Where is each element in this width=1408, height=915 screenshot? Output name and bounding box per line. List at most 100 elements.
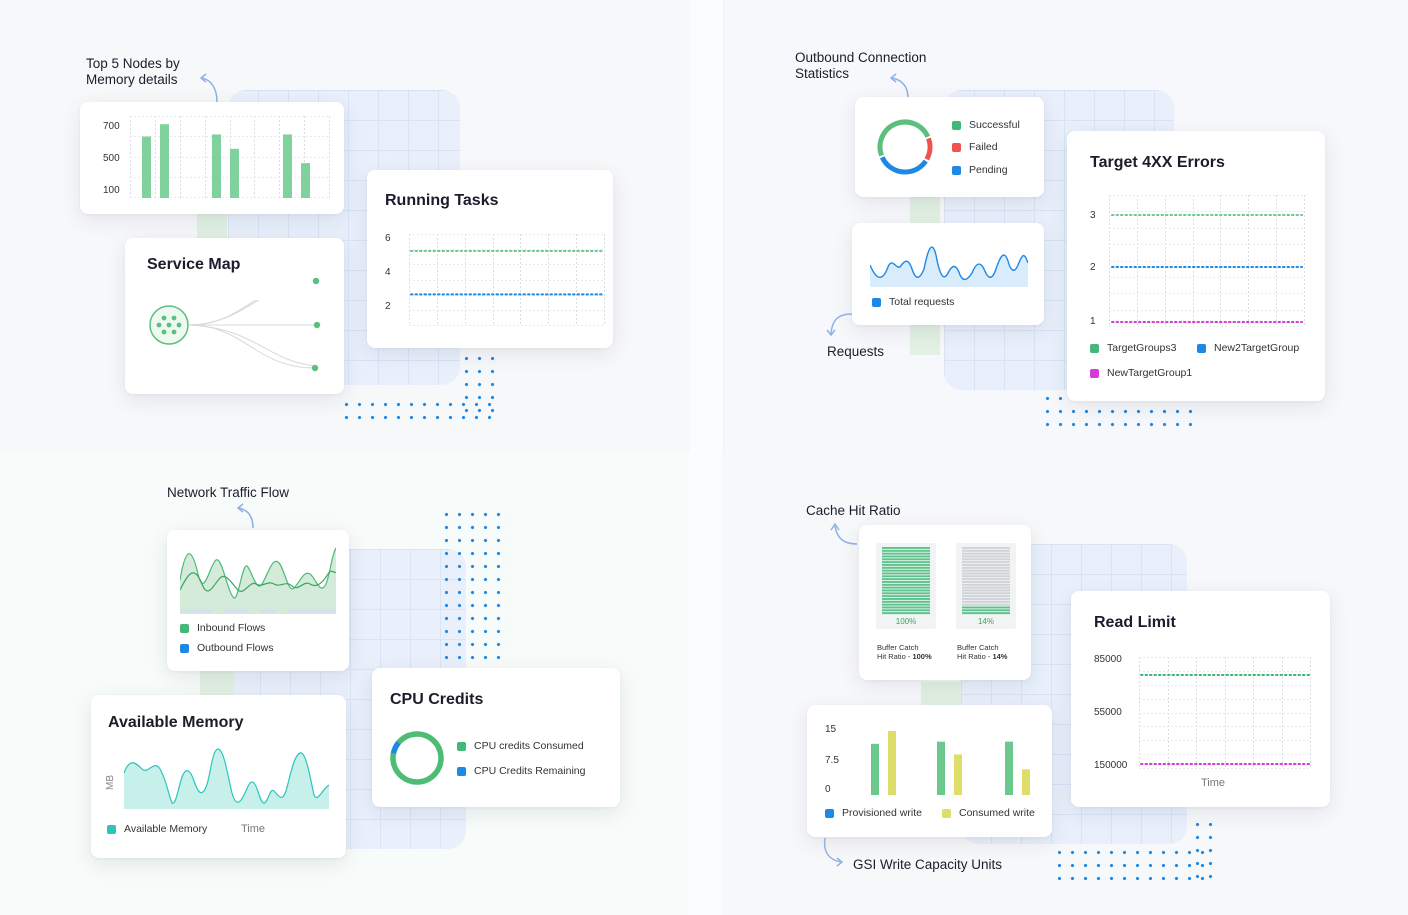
legend-swatch [180,643,189,653]
gauge-segment [962,575,1010,578]
gauge-segment [882,561,930,564]
gauge-segment [962,566,1010,569]
gauge-segment [962,547,1010,549]
donut-slice[interactable] [875,117,935,177]
gsi-bar-chart [871,731,1030,795]
legend-pending: Pending [952,164,1008,176]
legend-inbound-flows: Inbound Flows [180,622,265,634]
bar[interactable] [871,743,879,795]
gauge-segment [962,595,1010,598]
y-tick: 500 [103,153,120,164]
legend-label: CPU Credits Remaining [474,765,586,777]
outbound-donut-chart [875,117,935,177]
curved-arrow-icon [830,522,858,545]
legend-swatch [180,623,189,633]
endpoint-dot[interactable] [313,321,321,329]
bar[interactable] [212,134,221,198]
dot-pattern [340,398,500,424]
legend-label: Inbound Flows [197,622,266,634]
legend-swatch [1090,368,1099,378]
curved-arrow-icon [823,837,844,867]
bar[interactable] [160,124,169,198]
bar[interactable] [937,741,945,795]
legend-label: Consumed write [959,807,1035,819]
legend-successful: Successful [952,119,1020,131]
y-tick: 700 [103,121,120,132]
legend-swatch [457,741,466,751]
x-axis-label: Time [241,823,266,835]
curved-arrow-icon [236,503,254,529]
available-memory-card[interactable]: Available Memory MB Available Memory Tim… [91,695,346,858]
cache-caption-value: 100% [912,652,932,661]
donut-slice[interactable] [389,730,445,786]
curved-arrow-icon [826,313,853,337]
read-limit-line-chart [1139,657,1311,769]
y-tick: 4 [385,267,391,278]
legend-swatch [952,142,961,152]
legend-targetgroups3: TargetGroups3 [1090,342,1176,354]
gauge-segment [882,592,930,595]
legend-provisioned-write: Provisioned write [825,807,922,819]
bar[interactable] [283,134,292,198]
backdrop-strip [200,667,234,697]
running-tasks-card[interactable]: Running Tasks 6 4 2 [367,170,613,348]
gauge-segment [882,566,930,569]
network-area-chart [180,547,336,614]
read-limit-card[interactable]: Read Limit 85000 55000 150000 Time [1071,591,1330,807]
x-axis-label: Time [1201,777,1226,789]
gauge-segment [882,589,930,592]
gauge-segment [882,558,930,561]
cache-gauge-bars [962,547,1010,615]
donut-slice[interactable] [875,117,935,177]
endpoint-dot[interactable] [311,364,319,372]
gauge-segment [962,552,1010,555]
gauge-segment [962,581,1010,583]
legend-label: TargetGroups3 [1107,342,1177,354]
legend-outbound-flows: Outbound Flows [180,642,273,654]
bar[interactable] [954,754,962,795]
cpu-credits-card[interactable]: CPU Credits CPU credits Consumed CPU Cre… [372,668,620,807]
bar[interactable] [1022,769,1030,795]
endpoint-dot[interactable] [312,277,320,285]
top-nodes-card[interactable]: 700 500 100 [80,102,344,214]
gauge-segment [962,564,1010,566]
network-card[interactable]: Inbound Flows Outbound Flows [167,530,349,671]
backdrop-strip [197,212,227,242]
cache-caption-1: Buffer Catch Hit Ratio - 100% [877,643,932,661]
legend-swatch [952,120,961,130]
service-map-card[interactable]: Service Map [125,238,344,394]
gauge-segment [882,600,930,603]
target-4xx-card[interactable]: Target 4XX Errors 3 2 1 TargetGroups3 Ne… [1067,131,1325,401]
bar[interactable] [230,148,239,198]
cache-gauge-2: 14% [956,543,1016,629]
y-tick: 2 [1090,262,1096,273]
gauge-segment [882,583,930,586]
gauge-segment [882,569,930,572]
gauge-segment [962,549,1010,552]
panel-bottom-left: Network Traffic Flow Inbound Flows Outbo… [0,452,688,915]
bar[interactable] [301,163,310,198]
legend-new2targetgroup: New2TargetGroup [1197,342,1299,354]
cache-gauge-bars [882,547,930,615]
outbound-card[interactable]: Successful Failed Pending [855,97,1044,197]
legend-swatch [952,165,961,175]
service-endpoints [311,277,321,372]
gsi-annotation: GSI Write Capacity Units [853,857,1003,872]
gauge-segment [882,552,930,555]
gauge-segment [962,606,1010,609]
gauge-segment [882,598,930,600]
gsi-card[interactable]: 15 7.5 0 Provisioned write Consumed writ… [807,705,1052,837]
donut-slice[interactable] [389,730,445,786]
requests-card[interactable]: Total requests [852,223,1044,325]
cache-caption-label: Buffer Catch Hit Ratio - [957,643,999,661]
cache-hit-card[interactable]: 100% 14% Buffer Catch Hit Ratio - 100% B… [859,525,1031,680]
gauge-segment [882,572,930,575]
cpu-credits-title: CPU Credits [390,691,484,708]
bar[interactable] [1005,741,1013,795]
bar[interactable] [142,136,151,199]
donut-slice[interactable] [875,117,935,177]
bar[interactable] [888,731,896,795]
y-tick: 100 [103,185,120,196]
gauge-segment [962,603,1010,606]
legend-swatch [457,766,466,776]
